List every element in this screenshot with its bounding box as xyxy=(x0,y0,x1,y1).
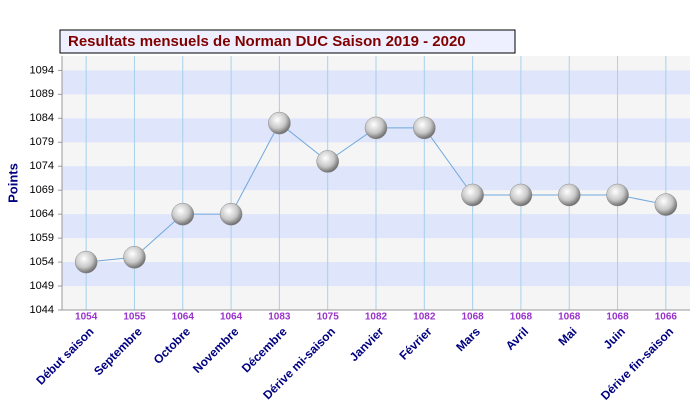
value-label: 1068 xyxy=(461,312,484,323)
marker xyxy=(268,111,291,135)
value-label: 1075 xyxy=(317,312,340,323)
value-label: 1068 xyxy=(510,312,533,323)
x-tick-label: Février xyxy=(396,324,434,362)
x-tick-label: Début saison xyxy=(33,324,96,387)
marker xyxy=(413,116,436,140)
y-tick-label: 1059 xyxy=(30,232,54,244)
y-tick-label: 1064 xyxy=(30,208,54,220)
marker xyxy=(654,193,678,216)
value-label: 1068 xyxy=(606,312,629,323)
value-label: 1064 xyxy=(172,312,195,323)
y-tick-label: 1069 xyxy=(30,184,54,196)
y-tick-label: 1079 xyxy=(30,136,54,148)
x-tick-label: Avril xyxy=(503,324,531,352)
title-box xyxy=(59,29,516,54)
value-label: 1083 xyxy=(268,312,291,323)
marker xyxy=(461,183,484,207)
marker xyxy=(316,150,339,173)
marker xyxy=(606,183,629,207)
x-tick-label: Décembre xyxy=(239,324,290,375)
value-label: 1064 xyxy=(220,312,243,323)
x-tick-label: Juin xyxy=(601,324,628,351)
x-tick-label: Octobre xyxy=(151,324,194,367)
y-tick-label: 1089 xyxy=(30,88,54,100)
y-tick-label: 1049 xyxy=(30,280,54,292)
y-tick-label: 1074 xyxy=(30,160,54,172)
marker xyxy=(557,183,581,207)
value-label: 1054 xyxy=(75,312,98,323)
marker xyxy=(171,202,195,226)
x-tick-label: Mai xyxy=(556,324,580,348)
x-tick-label: Janvier xyxy=(347,324,387,364)
value-label: 1082 xyxy=(413,312,436,323)
plot-area xyxy=(62,56,690,310)
value-label: 1068 xyxy=(558,312,581,323)
marker xyxy=(509,183,533,207)
y-tick-label: 1054 xyxy=(30,256,54,268)
marker xyxy=(123,246,146,269)
y-tick-label: 1084 xyxy=(30,112,54,124)
y-tick-label: 1094 xyxy=(30,64,54,76)
value-label: 1055 xyxy=(123,312,146,323)
x-tick-label: Septembre xyxy=(91,324,145,378)
marker xyxy=(219,202,243,226)
marker xyxy=(364,116,388,140)
x-tick-label: Mars xyxy=(453,324,483,354)
marker xyxy=(74,250,98,274)
y-axis-label: Points xyxy=(5,163,20,203)
value-label: 1066 xyxy=(655,312,678,323)
chart-title: Resultats mensuels de Norman DUC Saison … xyxy=(68,33,466,50)
value-label: 1082 xyxy=(365,312,388,323)
y-tick-label: 1044 xyxy=(30,304,54,316)
x-tick-label: Novembre xyxy=(190,324,242,376)
